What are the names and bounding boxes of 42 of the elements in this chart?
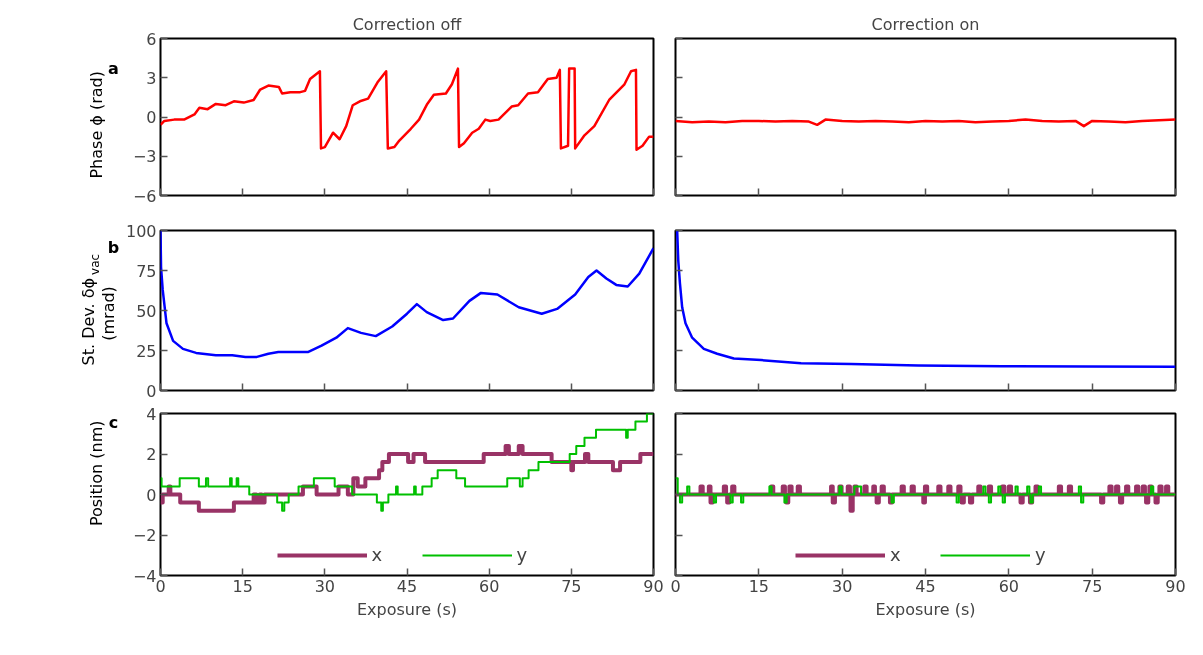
- y-tick-label: 100: [125, 221, 157, 241]
- x-tick-label: 30: [314, 576, 336, 596]
- line-series: [160, 230, 654, 359]
- y-tick-label: −3: [132, 147, 157, 167]
- text: c: [108, 413, 119, 432]
- y-tick-label: 6: [146, 29, 157, 49]
- legend-label: y: [1035, 544, 1047, 565]
- legend-label: y: [516, 544, 529, 565]
- y-axis-title: Phase ϕ (rad): [87, 71, 106, 179]
- x-tick-label: 30: [831, 576, 853, 596]
- x-tick-label: 15: [232, 576, 253, 596]
- y-tick-label: 0: [146, 485, 157, 505]
- x-tick-label: 45: [396, 576, 418, 596]
- y-tick-label: 0: [146, 108, 157, 127]
- y-axis-title: Position (nm): [87, 420, 106, 527]
- x-tick-label: 0: [670, 576, 681, 596]
- x-axis-title: Exposure (s): [357, 599, 457, 619]
- y-tick-label: −2: [132, 526, 157, 545]
- y-tick-label: 75: [136, 261, 157, 281]
- x-tick-label: 90: [643, 576, 664, 596]
- legend-label: x: [890, 544, 902, 565]
- line-series: [160, 67, 654, 151]
- y-tick-label: −4: [132, 566, 157, 586]
- y-tick-label: 3: [146, 68, 157, 88]
- x-axis-title: Exposure (s): [875, 599, 976, 619]
- x-tick-label: 75: [561, 576, 582, 596]
- y-tick-label: 2: [146, 445, 157, 464]
- y-tick-label: 25: [136, 341, 157, 361]
- x-tick-label: 60: [998, 576, 1020, 596]
- y-tick-label: −6: [132, 186, 157, 206]
- x-tick-label: 45: [915, 576, 936, 596]
- x-tick-label: 60: [478, 576, 500, 596]
- y-tick-label: 50: [136, 301, 157, 321]
- x-tick-label: 90: [1165, 576, 1186, 596]
- y-tick-label: 0: [146, 381, 157, 401]
- text: a: [108, 58, 119, 78]
- x-tick-label: 15: [748, 576, 770, 596]
- x-tick-label: 75: [1081, 576, 1103, 596]
- chart-title: Correction off: [352, 14, 463, 34]
- y-tick-label: 4: [146, 404, 157, 424]
- chart-title: Correction on: [871, 14, 980, 34]
- legend-label: x: [371, 544, 384, 565]
